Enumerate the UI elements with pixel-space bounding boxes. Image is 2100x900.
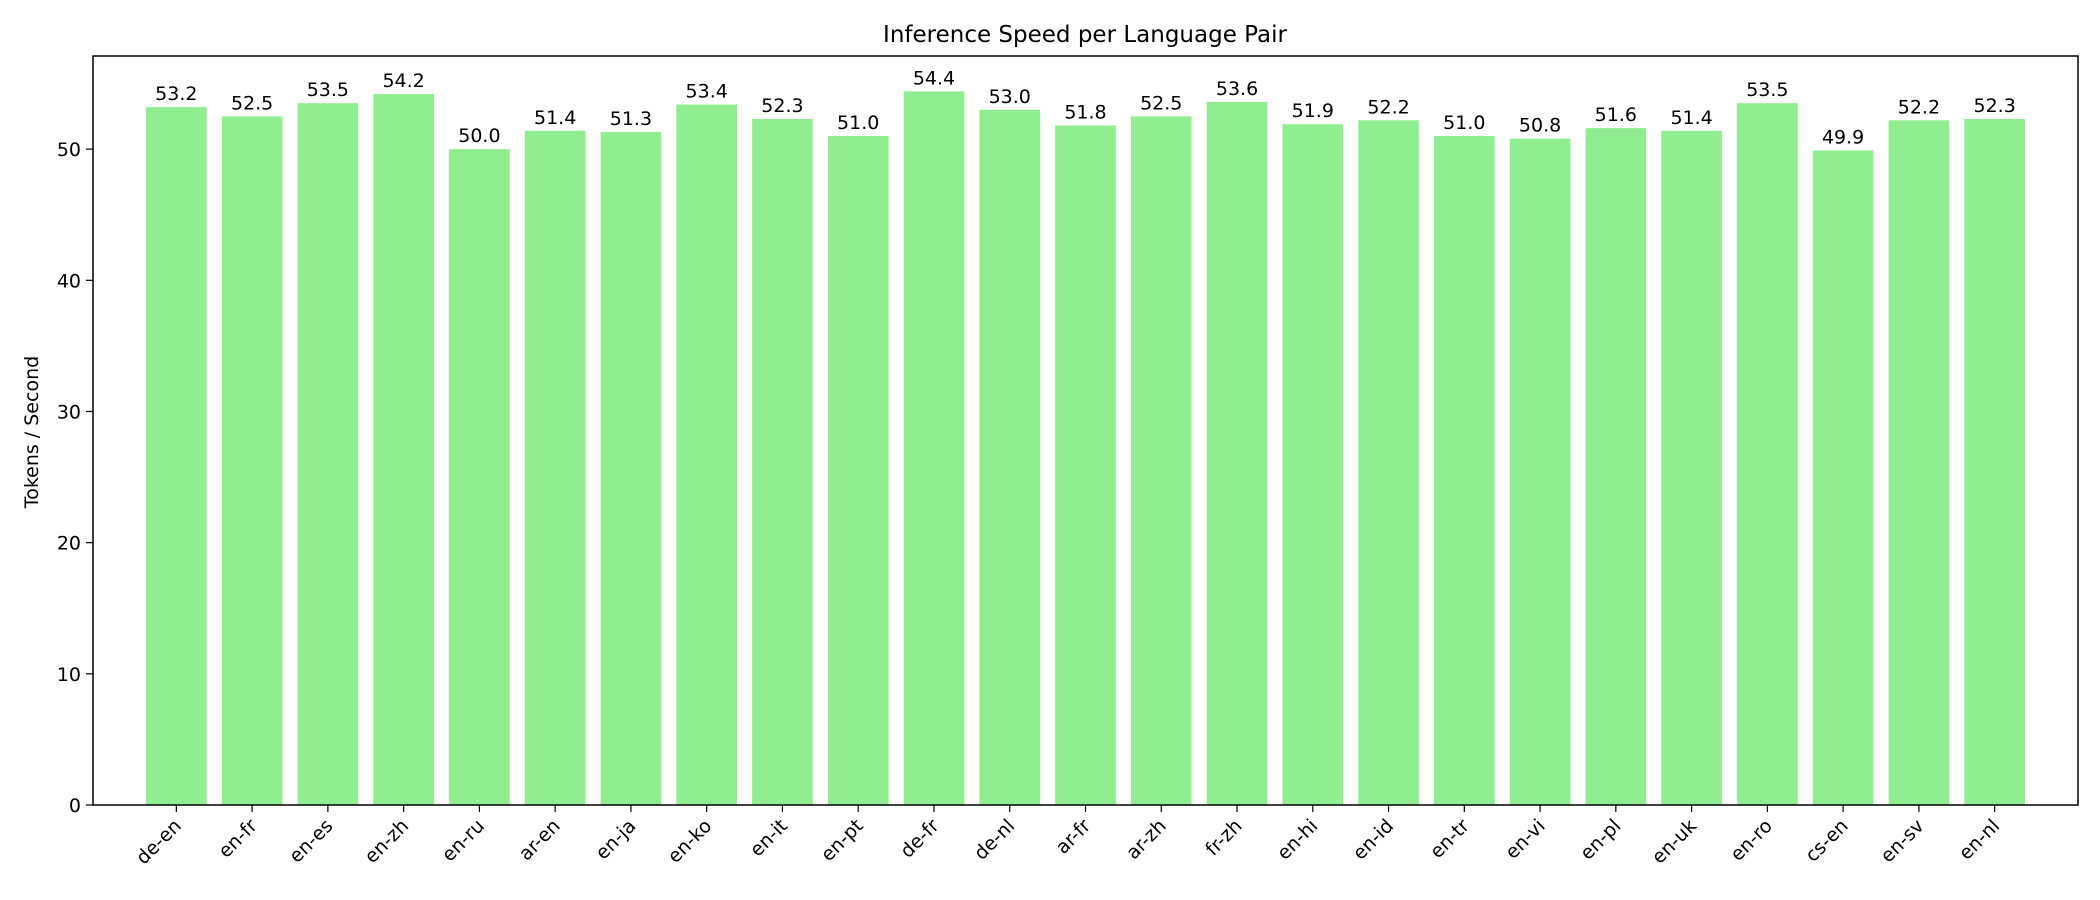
y-tick-label: 0 — [69, 795, 81, 817]
bar-ar-fr — [1055, 125, 1116, 805]
x-tick-label: en-it — [746, 815, 792, 861]
bar-value-label: 52.5 — [231, 92, 273, 114]
y-tick-label: 50 — [57, 139, 81, 161]
bar-value-label: 51.0 — [1443, 112, 1485, 134]
x-tick-label: en-vi — [1501, 815, 1550, 864]
plot-frame — [92, 55, 2079, 806]
bar-value-label: 51.4 — [534, 107, 576, 129]
bar-en-zh — [373, 94, 434, 805]
bar-value-label: 49.9 — [1822, 126, 1864, 148]
bar-de-en — [146, 107, 207, 806]
x-axis: de-en en-fr en-es en-zh en-ru ar-en en-ja en-ko… — [132, 805, 2004, 869]
bar-value-label: 51.4 — [1670, 107, 1712, 129]
y-tick-label: 40 — [57, 270, 81, 292]
bar-value-label: 51.0 — [837, 112, 879, 134]
bar-en-fr — [221, 116, 283, 806]
bar-value-label: 52.3 — [761, 95, 803, 117]
bar-en-tr — [1434, 136, 1495, 806]
bar-fr-zh — [1206, 101, 1268, 805]
x-tick-label: ar-fr — [1051, 815, 1095, 859]
bar-value-label: 52.2 — [1898, 96, 1940, 118]
bar-en-pt — [827, 136, 889, 806]
x-tick-label: en-ja — [591, 815, 640, 864]
bar-value-label: 50.0 — [458, 125, 500, 147]
y-axis-label: Tokens / Second — [21, 356, 43, 509]
x-tick-label: en-pl — [1576, 815, 1625, 864]
bar-en-ru — [449, 149, 510, 805]
bar-cs-en — [1812, 150, 1874, 806]
x-tick-label: en-tr — [1426, 815, 1474, 863]
y-tick-label: 10 — [57, 664, 81, 686]
bar-value-label: 53.2 — [155, 83, 197, 105]
bar-en-it — [752, 118, 813, 806]
bar-value-label: 52.5 — [1140, 92, 1182, 114]
bar-value-label: 54.2 — [382, 70, 424, 92]
bar-value-label: 53.5 — [1746, 79, 1788, 101]
x-tick-label: en-zh — [360, 815, 413, 868]
bar-value-label: 51.6 — [1595, 104, 1637, 126]
x-tick-label: de-en — [132, 815, 186, 869]
bar-en-id — [1358, 120, 1419, 805]
bar-en-ko — [676, 104, 737, 805]
x-tick-label: en-fr — [214, 815, 262, 863]
x-tick-label: en-nl — [1955, 815, 2004, 864]
bar-value-label: 50.8 — [1519, 115, 1561, 137]
y-axis: 0 10 20 30 40 50 — [57, 139, 93, 817]
x-tick-label: en-ko — [664, 815, 717, 868]
x-tick-label: en-uk — [1648, 815, 1701, 868]
x-tick-label: fr-zh — [1201, 815, 1246, 860]
bar-en-pl — [1585, 128, 1647, 805]
bar-en-ro — [1737, 103, 1798, 806]
x-tick-label: ar-en — [515, 815, 565, 865]
bar-en-es — [297, 103, 359, 806]
x-tick-label: cs-en — [1801, 815, 1853, 867]
bar-en-nl — [1964, 118, 2025, 806]
y-tick-label: 20 — [57, 533, 81, 555]
bar-value-label: 54.4 — [913, 67, 955, 89]
bar-de-fr — [903, 91, 965, 805]
bar-value-label: 52.2 — [1367, 96, 1409, 118]
x-tick-label: ar-zh — [1122, 815, 1171, 864]
x-tick-label: en-es — [285, 815, 337, 867]
chart-title: Inference Speed per Language Pair — [883, 22, 1287, 48]
x-tick-label: de-fr — [896, 815, 944, 863]
bar-en-ja — [600, 132, 662, 805]
bar-value-label: 53.6 — [1216, 78, 1258, 100]
y-tick-label: 30 — [57, 401, 81, 423]
bar-ar-en — [524, 130, 586, 806]
bar-value-label: 53.4 — [686, 81, 728, 103]
bars-group — [146, 91, 2025, 806]
bar-labels-group: 53.2 52.5 53.5 54.2 50.0 51.4 51.3 53.4 52.3 51.0… — [155, 67, 2016, 148]
bar-value-label: 51.3 — [610, 108, 652, 130]
x-tick-label: en-sv — [1876, 815, 1928, 867]
bar-value-label: 53.5 — [307, 79, 349, 101]
x-tick-label: en-hi — [1273, 815, 1322, 864]
x-tick-label: de-nl — [970, 815, 1019, 864]
bar-en-hi — [1282, 124, 1344, 806]
bar-en-uk — [1661, 130, 1722, 806]
bar-de-nl — [979, 109, 1041, 806]
bar-en-vi — [1509, 138, 1571, 806]
bar-value-label: 52.3 — [1974, 95, 2016, 117]
x-tick-label: en-ru — [438, 815, 489, 866]
bar-value-label: 53.0 — [989, 86, 1031, 108]
x-tick-label: en-id — [1349, 815, 1398, 864]
bar-value-label: 51.9 — [1292, 100, 1334, 122]
bar-en-sv — [1888, 120, 1950, 805]
bar-ar-zh — [1130, 116, 1192, 806]
x-tick-label: en-pt — [817, 815, 868, 866]
x-tick-label: en-ro — [1726, 815, 1777, 866]
bar-value-label: 51.8 — [1064, 102, 1106, 124]
